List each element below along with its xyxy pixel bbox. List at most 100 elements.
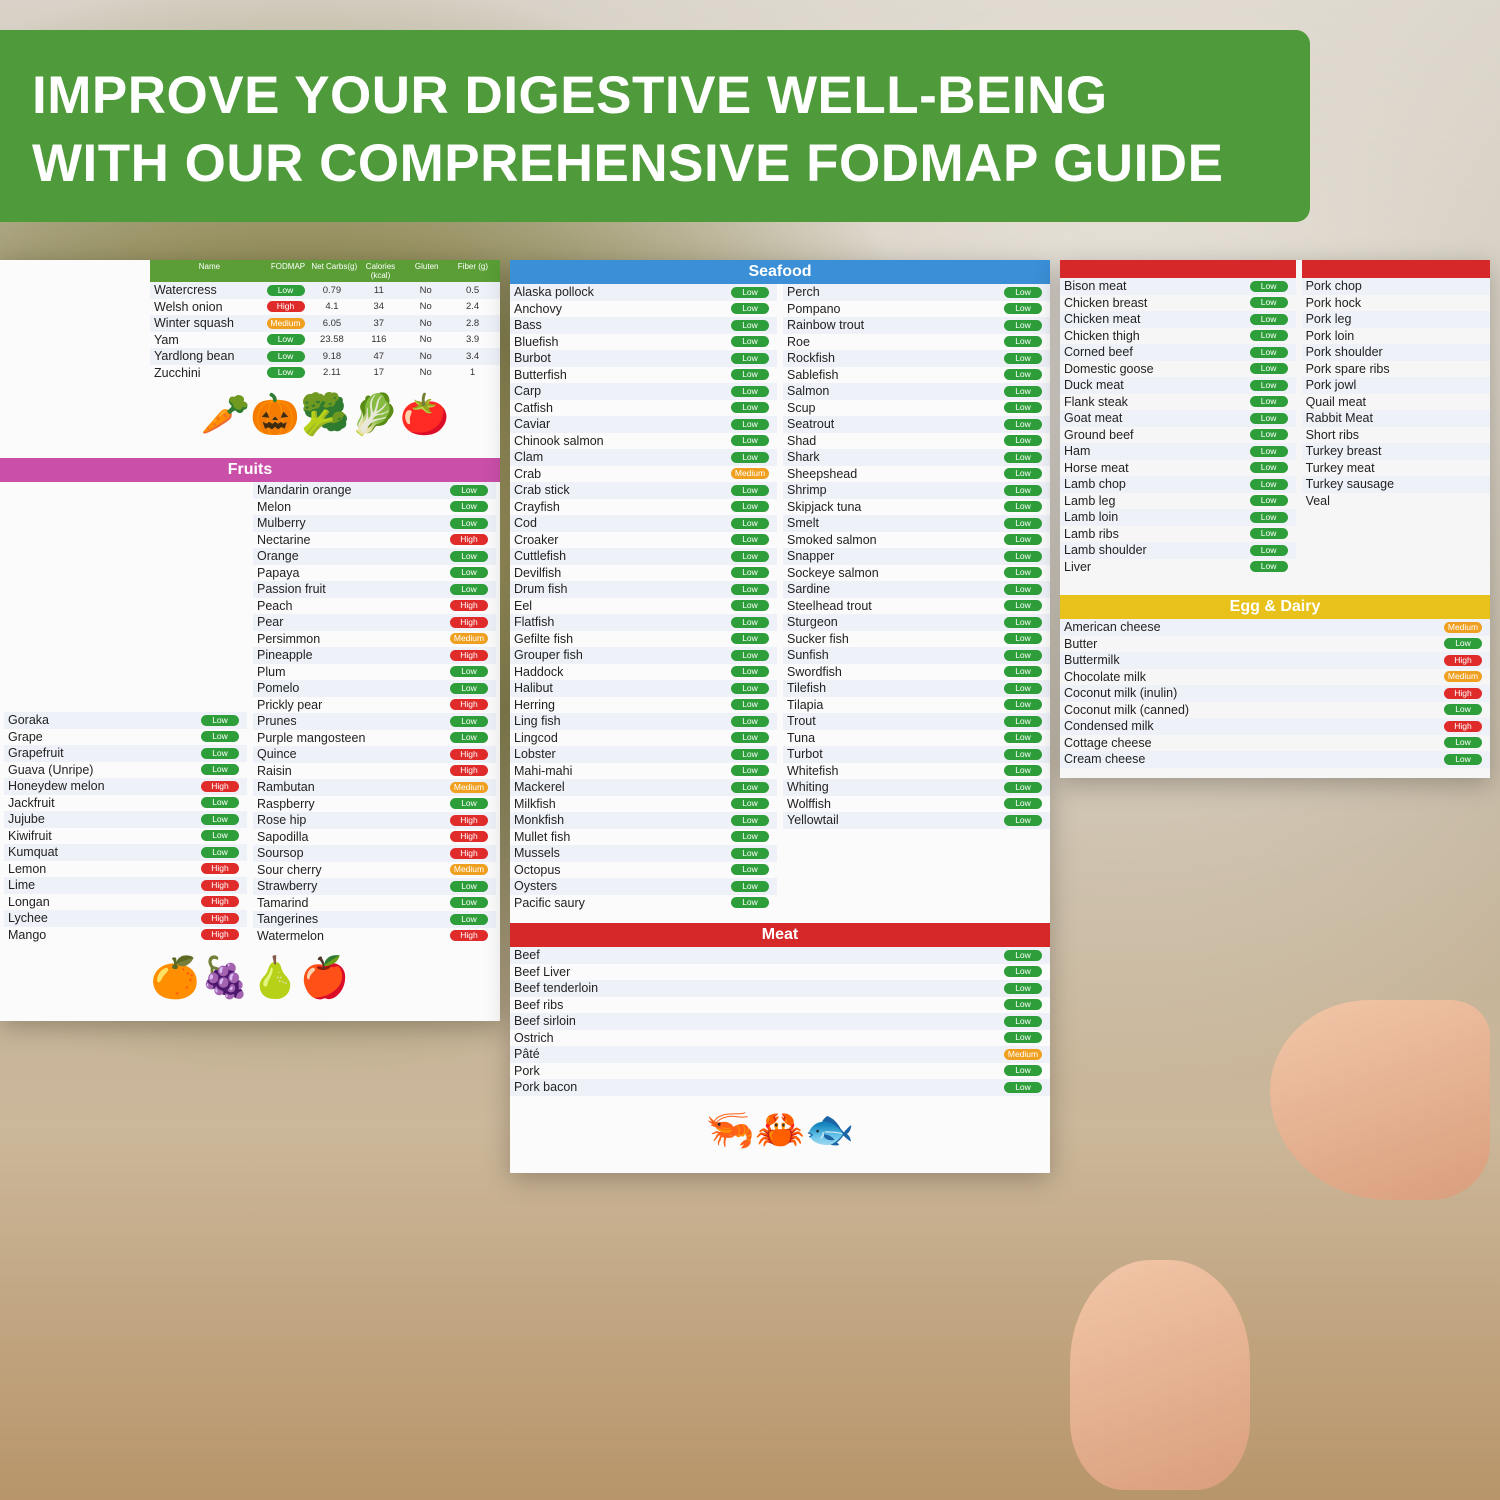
item-name: Beef [514,948,540,963]
item-name: Coconut milk (canned) [1064,702,1190,717]
item-name: Pork leg [1305,312,1352,327]
list-item: Pork chop [1301,278,1490,295]
list-item: Corned beef Low [1060,344,1296,361]
list-item: Cuttlefish Low [510,548,777,565]
fodmap-badge: Low [731,484,769,496]
item-name: Sockeye salmon [787,565,879,580]
fodmap-badge: Medium [1004,1048,1042,1060]
list-item: Sardine Low [783,581,1050,598]
item-name: Cod [514,516,537,531]
item-name: Smelt [787,516,819,531]
item-name: Kiwifruit [8,828,52,843]
list-item: Jujube Low [4,811,247,828]
fodmap-badge: Low [1249,396,1288,408]
item-name: Swordfish [787,664,842,679]
item-name: Goat meat [1064,411,1123,426]
fodmap-badge: Low [1004,550,1042,562]
list-item: Ham Low [1060,443,1296,460]
fodmap-badge: Low [731,517,769,529]
item-name: Herring [514,697,555,712]
fodmap-badge: High [1444,687,1482,699]
fodmap-badge: Low [731,781,769,793]
fodmap-badge: Low [201,731,239,743]
item-name: Bass [514,318,542,333]
dairy-list: American cheese Medium Butter Low Buttermilk… [1060,619,1490,768]
item-name: Scup [787,400,816,415]
list-item: Sockeye salmon Low [783,565,1050,582]
meat-list-1: Bison meat Low Chicken breast Low Chicken me… [1060,260,1296,575]
list-item: Sturgeon Low [783,614,1050,631]
fodmap-badge: Low [731,319,769,331]
list-item: Lobster Low [510,746,777,763]
fodmap-badge: Low [201,846,239,858]
fodmap-badge: Low [731,864,769,876]
fodmap-badge: High [450,814,488,826]
item-name: Soursop [257,846,304,861]
list-item: Mulberry Low [253,515,496,532]
item-name: Butter [1064,636,1098,651]
list-item: Flank steak Low [1060,394,1296,411]
item-name: Beef ribs [514,997,564,1012]
fodmap-badge: Low [1004,583,1042,595]
list-item: Coconut milk (canned) Low [1060,702,1490,719]
list-item: Raspberry Low [253,796,496,813]
list-item: Sheepshead Low [783,466,1050,483]
list-item: Ostrich Low [510,1030,1050,1047]
item-name: Mullet fish [514,829,571,844]
item-name: Kumquat [8,845,59,860]
item-name: Sapodilla [257,829,309,844]
list-item: Mango High [4,927,247,944]
fodmap-badge: Low [731,583,769,595]
list-item: Chicken thigh Low [1060,328,1296,345]
item-name: Seatrout [787,417,835,432]
item-name: Milkfish [514,796,556,811]
item-name: Haddock [514,664,564,679]
list-item: Swordfish Low [783,664,1050,681]
list-item: Eel Low [510,598,777,615]
item-name: Turbot [787,747,823,762]
item-name: Chocolate milk [1064,669,1146,684]
item-name: Yellowtail [787,813,839,828]
item-name: Rainbow trout [787,318,865,333]
list-item: Octopus Low [510,862,777,879]
item-name: Mussels [514,846,560,861]
fodmap-badge: Low [1004,1032,1042,1044]
item-name: Bison meat [1064,279,1127,294]
list-item: Mandarin orange Low [253,482,496,499]
fodmap-badge: Low [731,847,769,859]
list-item: Lamb ribs Low [1060,526,1296,543]
list-item: Watermelon High [253,928,496,945]
list-item: Honeydew melon High [4,778,247,795]
item-name: Passion fruit [257,582,326,597]
item-name: Pork jowl [1305,378,1357,393]
list-item: Drum fish Low [510,581,777,598]
meat-list-2: Pork chop Pork hock Pork leg Pork loin Pork … [1301,260,1490,575]
fodmap-badge: Low [1004,1081,1042,1093]
fodmap-badge: High [450,649,488,661]
list-item: Roe Low [783,334,1050,351]
fodmap-badge: Low [1004,781,1042,793]
item-name: Pork [514,1063,540,1078]
item-name: Lamb chop [1064,477,1126,492]
fodmap-badge: Low [450,501,488,513]
fodmap-badge: Medium [731,468,769,480]
item-name: Welsh onion [154,299,223,314]
item-fiber: 3.9 [465,334,480,346]
list-item: Pork spare ribs [1302,361,1490,378]
list-item: Watercress Low 0.79 11 No 0.5 [150,282,500,299]
fodmap-badge: Low [201,714,239,726]
item-name: Yam [154,332,179,347]
item-name: Burbot [514,351,551,366]
list-item: Pork jowl [1301,377,1490,394]
list-item: Butter Low [1060,636,1490,653]
item-name: Mahi-mahi [514,763,573,778]
list-item: Condensed milk High [1060,718,1490,735]
fodmap-badge: High [450,831,488,843]
item-name: Skipjack tuna [787,499,862,514]
item-name: Lime [8,878,36,893]
list-item: Passion fruit Low [253,581,496,598]
fruits-list-left: Goraka Low Grape Low Grapefruit Low Guava (Unr… [4,482,247,944]
item-name: Whiting [787,780,829,795]
fodmap-badge: Low [450,715,488,727]
item-name: Tuna [787,730,816,745]
